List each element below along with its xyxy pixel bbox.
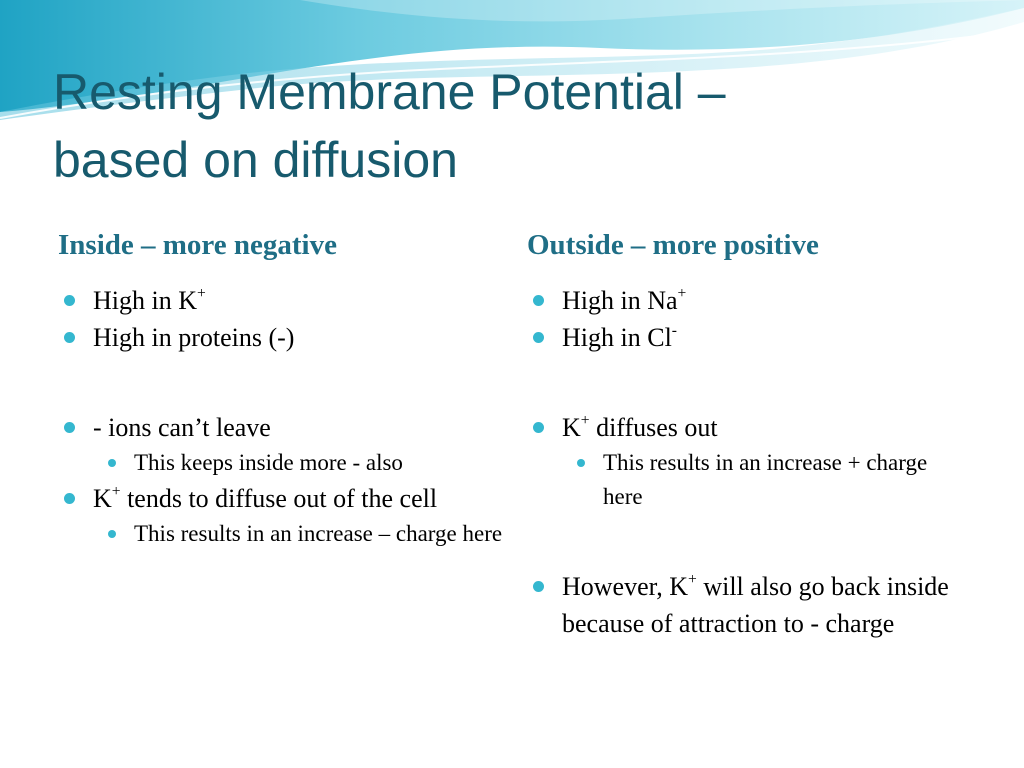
- title-line-1: Resting Membrane Potential –: [53, 64, 726, 120]
- bullet-dot-icon: [533, 581, 544, 592]
- right-column-heading: Outside – more positive: [527, 229, 819, 261]
- sub-bullet-text: This results in an increase + charge her…: [603, 450, 928, 509]
- bullet-text: High in Na: [562, 286, 678, 315]
- bullet-text: will also go back inside because of attr…: [562, 572, 949, 638]
- bullet-k: K: [562, 413, 581, 442]
- bullet-dot-icon: [533, 295, 544, 306]
- bullet-dot-icon: [64, 332, 75, 343]
- bullet-k-diffuse-out: K+ tends to diffuse out of the cell: [58, 480, 508, 517]
- bullet-text: High in K: [93, 286, 197, 315]
- bullet-high-proteins: High in proteins (-): [58, 319, 508, 356]
- superscript-plus: +: [677, 285, 687, 302]
- superscript-plus: +: [111, 483, 121, 500]
- bullet-dot-icon: [64, 493, 75, 504]
- right-bullet-list: High in Na+ High in Cl- K+ diffuses out …: [527, 282, 972, 642]
- bullet-text: High in Cl: [562, 323, 672, 352]
- bullet-dot-icon: [533, 332, 544, 343]
- left-column-heading: Inside – more negative: [58, 229, 337, 261]
- bullet-text: High in proteins (-): [93, 323, 295, 352]
- spacer: [527, 514, 972, 568]
- bullet-high-cl: High in Cl-: [527, 319, 972, 356]
- sub-bullet-keeps-inside: This keeps inside more - also: [58, 446, 508, 480]
- superscript-minus: -: [671, 322, 677, 339]
- wave-header-decoration: [0, 0, 1024, 120]
- superscript-plus: +: [197, 285, 206, 302]
- bullet-dot-icon: [533, 422, 544, 433]
- sub-bullet-text: This keeps inside more - also: [134, 450, 403, 475]
- bullet-text-pre: However, K: [562, 572, 689, 601]
- spacer: [527, 356, 972, 409]
- bullet-text: - ions can’t leave: [93, 413, 271, 442]
- bullet-ions-cant-leave: - ions can’t leave: [58, 409, 508, 446]
- bullet-dot-icon: [64, 422, 75, 433]
- title-line-2: based on diffusion: [53, 132, 458, 188]
- sub-bullet-increase-positive: This results in an increase + charge her…: [527, 446, 972, 514]
- left-bullet-list: High in K+ High in proteins (-) - ions c…: [58, 282, 508, 551]
- sub-bullet-text: This results in an increase – charge her…: [134, 521, 503, 546]
- bullet-text: diffuses out: [589, 413, 718, 442]
- bullet-text: tends to diffuse out of the cell: [120, 484, 438, 513]
- bullet-k-diffuses-out: K+ diffuses out: [527, 409, 972, 446]
- sub-bullet-dot-icon: [577, 459, 585, 467]
- bullet-k-goes-back: However, K+ will also go back inside bec…: [527, 568, 972, 642]
- bullet-k: K: [93, 484, 112, 513]
- sub-bullet-dot-icon: [108, 459, 116, 467]
- bullet-high-k: High in K+: [58, 282, 508, 319]
- sub-bullet-increase-negative: This results in an increase – charge her…: [58, 517, 508, 551]
- superscript-plus: +: [580, 412, 590, 429]
- spacer: [58, 356, 508, 409]
- sub-bullet-dot-icon: [108, 530, 116, 538]
- superscript-plus: +: [688, 571, 697, 588]
- bullet-dot-icon: [64, 295, 75, 306]
- bullet-high-na: High in Na+: [527, 282, 972, 319]
- slide-title: Resting Membrane Potential – based on di…: [53, 58, 993, 194]
